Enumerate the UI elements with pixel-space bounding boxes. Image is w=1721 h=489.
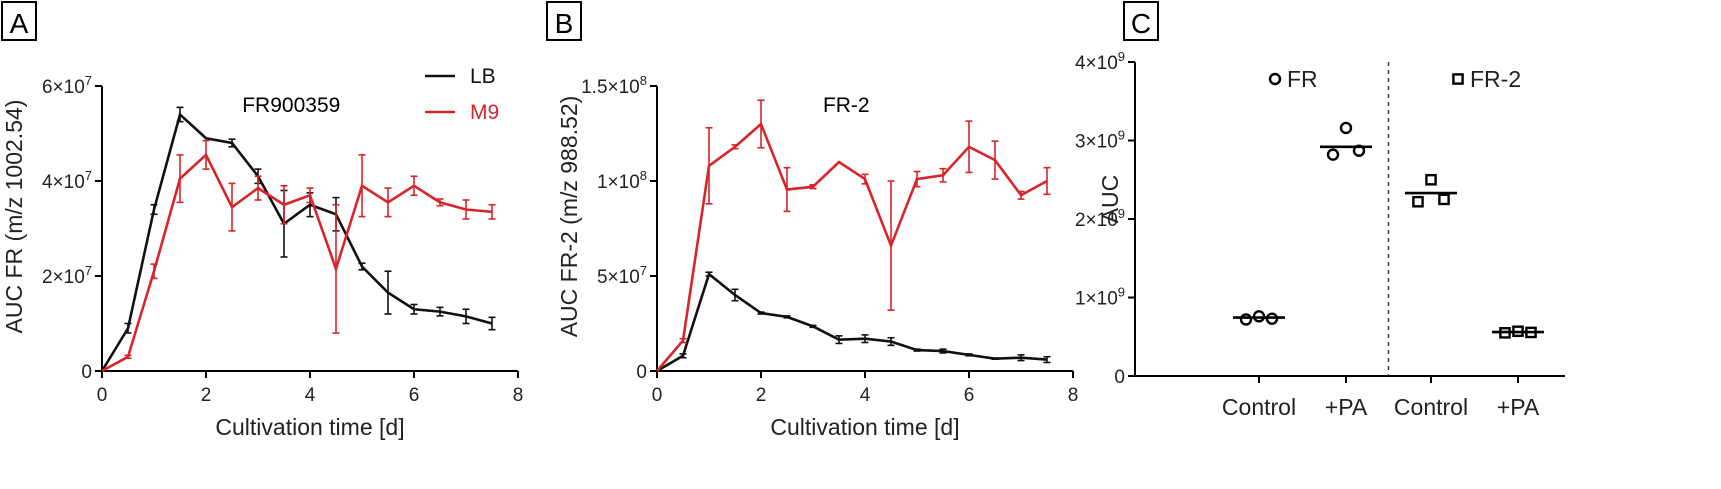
legend-label-m9: M9 xyxy=(470,101,499,124)
panel-b-label: B xyxy=(555,8,574,39)
x-axis-label: Cultivation time [d] xyxy=(770,414,959,440)
series-line-lb xyxy=(100,112,493,372)
series-line-m9 xyxy=(101,152,493,373)
y-tick-label: 4×107 xyxy=(42,168,92,193)
x-category-label: +PA xyxy=(1325,394,1368,420)
y-axis-label: AUC FR (m/z 1002.54) xyxy=(1,100,27,334)
legend-marker-fr-2 xyxy=(1452,73,1464,85)
panel-b-label-box xyxy=(546,1,582,41)
x-tick-label: 6 xyxy=(409,385,420,406)
panel-c-chart: C 0 1×109 2×109 3×109 4×109 Control +PA Control… xyxy=(1075,1,1565,420)
series-line-lb xyxy=(656,271,1048,373)
data-point-fr-2 xyxy=(1412,195,1424,208)
chart-title: FR900359 xyxy=(242,94,340,117)
panel-a-chart: A 0 2 4 6 8 0 2×107 4×107 6×107 Cultivation time … xyxy=(1,1,524,440)
x-tick-label: 8 xyxy=(1068,385,1079,406)
data-point-fr-2 xyxy=(1425,173,1437,186)
x-axis-label: Cultivation time [d] xyxy=(215,414,404,440)
legend-label-fr: FR xyxy=(1287,66,1318,92)
y-tick-label: 2×109 xyxy=(1075,206,1125,231)
chart-title: FR-2 xyxy=(823,94,870,117)
panel-c-label-box xyxy=(1123,1,1159,41)
legend-label-fr-2: FR-2 xyxy=(1470,66,1521,92)
data-point-fr xyxy=(1239,313,1253,326)
y-tick-label: 6×107 xyxy=(42,73,92,98)
y-axis-label: AUC xyxy=(1097,175,1123,224)
x-category-label: Control xyxy=(1222,394,1296,420)
y-tick-label: 4×109 xyxy=(1075,49,1125,74)
x-tick-label: 4 xyxy=(860,385,871,406)
data-point-fr-2 xyxy=(1438,193,1450,206)
y-axis-label: AUC FR-2 (m/z 988.52) xyxy=(556,96,582,338)
y-tick-label: 1×108 xyxy=(597,168,647,193)
y-tick-label: 3×109 xyxy=(1075,128,1125,153)
x-tick-label: 4 xyxy=(305,385,316,406)
data-point-fr xyxy=(1339,121,1353,135)
x-tick-label: 6 xyxy=(964,385,975,406)
data-point-fr xyxy=(1326,148,1340,161)
y-tick-label: 0 xyxy=(636,362,647,383)
y-tick-label: 5×107 xyxy=(597,263,647,288)
panel-b-chart: B 0 2 4 6 8 0 5×107 1×108 1.5×108 Cultivation tim… xyxy=(546,1,1079,440)
series-line-m9 xyxy=(656,121,1048,372)
x-category-label: +PA xyxy=(1497,394,1540,420)
y-tick-label: 1×109 xyxy=(1075,285,1125,310)
x-category-label: Control xyxy=(1394,394,1468,420)
y-tick-label: 2×107 xyxy=(42,263,92,288)
y-tick-label: 0 xyxy=(1114,367,1125,388)
panel-a-label-box xyxy=(1,1,37,41)
panel-c-label: C xyxy=(1131,8,1151,39)
x-tick-label: 8 xyxy=(513,385,524,406)
legend-marker-fr xyxy=(1268,72,1282,86)
y-tick-label: 1.5×108 xyxy=(581,73,647,98)
x-tick-label: 0 xyxy=(97,385,108,406)
legend-label-lb: LB xyxy=(470,65,496,88)
x-tick-label: 2 xyxy=(756,385,767,406)
panel-a-label: A xyxy=(10,8,29,39)
x-tick-label: 0 xyxy=(652,385,663,406)
y-tick-label: 0 xyxy=(81,362,92,383)
x-tick-label: 2 xyxy=(201,385,212,406)
